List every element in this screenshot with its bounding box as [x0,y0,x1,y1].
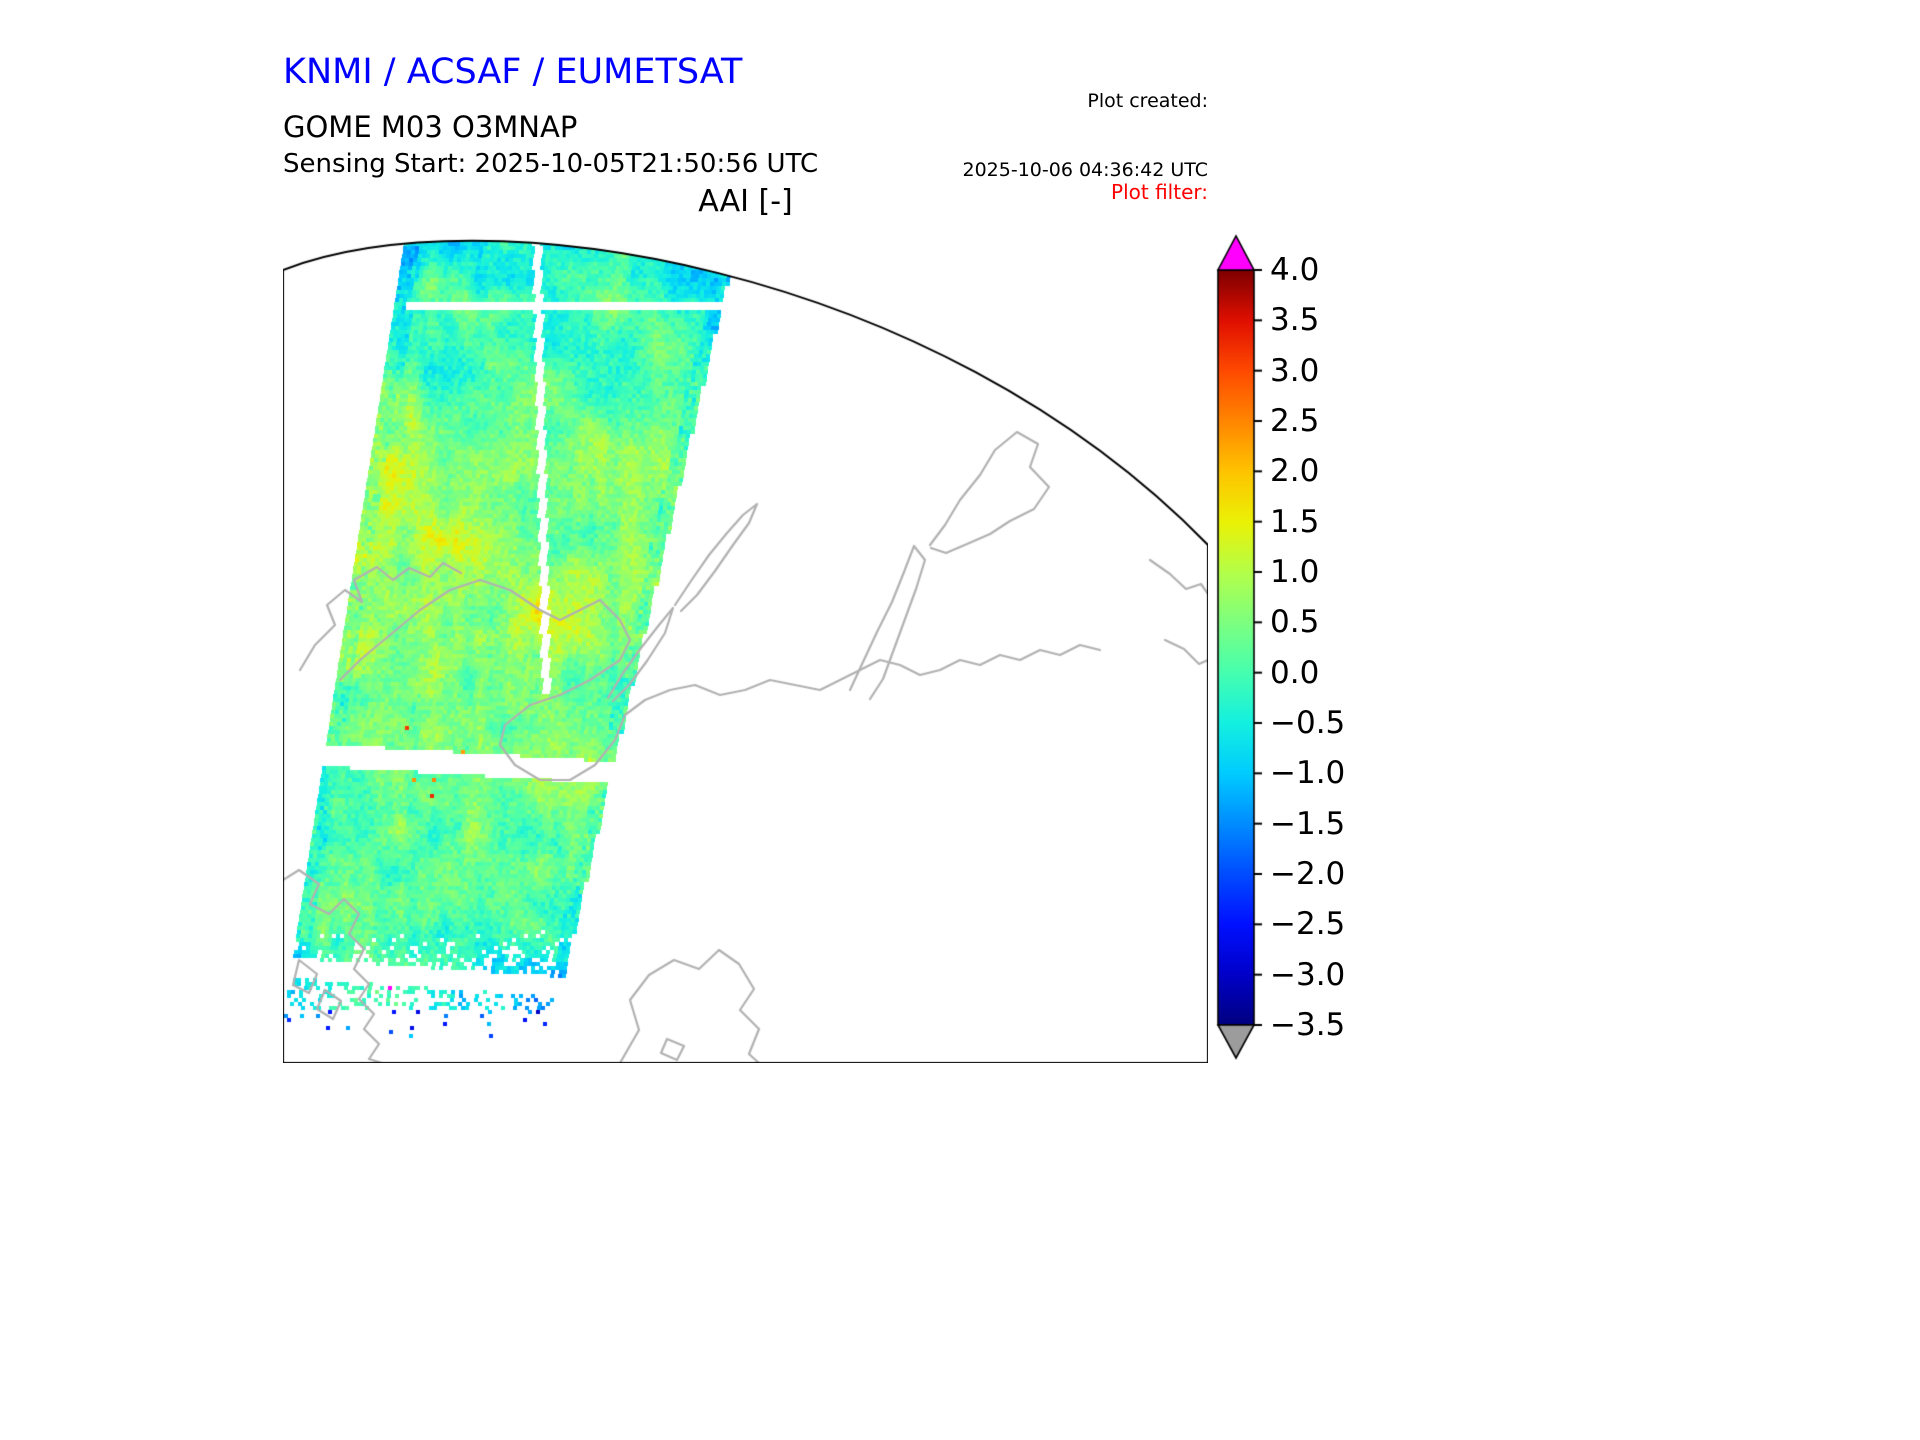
colorbar-tick-label: −1.5 [1270,805,1346,842]
colorbar-tick-label: 3.5 [1270,302,1320,339]
colorbar-tick-label: 0.0 [1270,654,1320,691]
colorbar-tick-label: 0.5 [1270,604,1320,641]
colorbar-tick-label: 2.5 [1270,403,1320,439]
sensing-start-line: Sensing Start: 2025-10-05T21:50:56 UTC [283,149,819,179]
colorbar-tick-label: −0.5 [1270,705,1346,741]
chart-title: AAI [-] [698,184,793,219]
colorbar-tick-label: 3.0 [1270,352,1320,389]
colorbar-tick-label: −3.0 [1270,956,1346,993]
colorbar-tick-label: −2.0 [1270,856,1346,892]
plot-created-timestamp: 2025-10-06 04:36:42 UTC [962,159,1209,181]
colorbar-tick-label: 2.0 [1270,453,1320,490]
product-title: GOME M03 O3MNAP [283,110,578,144]
plot-created-label: Plot created: [1087,90,1208,112]
map-canvas [283,233,1208,1063]
colorbar-tick-label: 1.0 [1270,554,1320,590]
colorbar-tick-label: 4.0 [1270,252,1320,288]
colorbar-canvas [1214,233,1268,1073]
plot-created-block: Plot created: 2025-10-06 04:36:42 UTC [963,44,1209,228]
colorbar-tick-label: −3.5 [1270,1007,1346,1043]
colorbar-tick-label: 1.5 [1270,503,1320,540]
plot-filter-label: Plot filter: [1111,180,1208,204]
agency-title: KNMI / ACSAF / EUMETSAT [283,52,743,92]
colorbar-tick-label: −2.5 [1270,906,1346,943]
colorbar-tick-label: −1.0 [1270,755,1346,792]
